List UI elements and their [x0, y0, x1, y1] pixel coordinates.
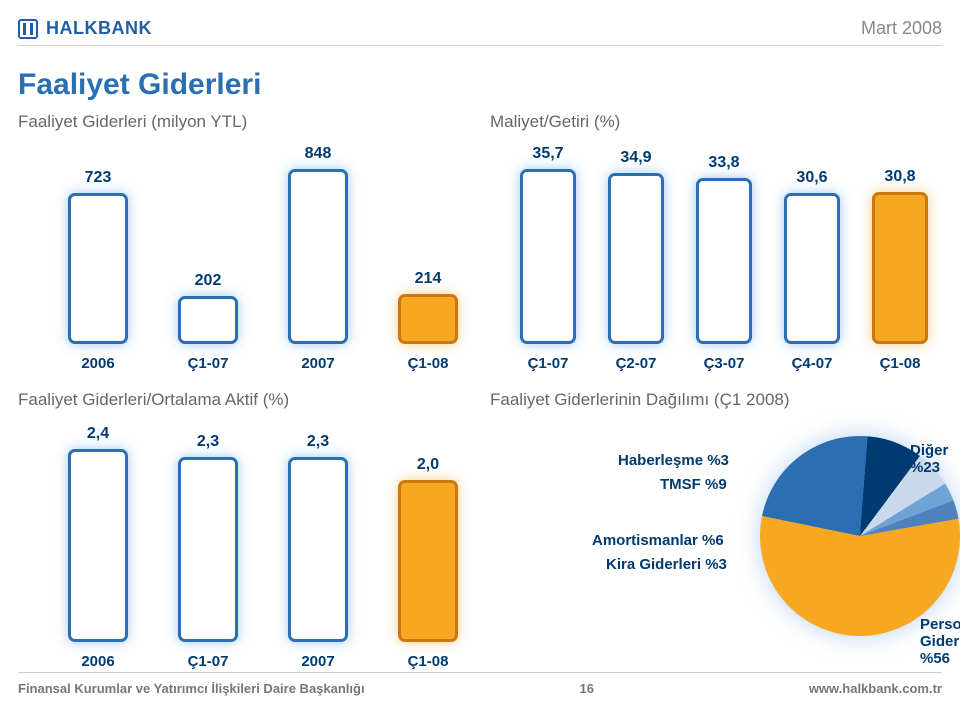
chart-area: 35,7 34,9 33,8 30,6 30,8 Ç1-07 Ç2-07 Ç3-07 Ç4-07…: [490, 138, 942, 372]
bar-value: 2,3: [197, 433, 219, 451]
chart-expenses-mytl: Faaliyet Giderleri (milyon YTL) 723 202 84…: [18, 112, 470, 372]
date-label: Mart 2008: [861, 18, 942, 39]
bar: [784, 193, 840, 344]
header: HALKBANK Mart 2008: [18, 18, 942, 39]
chart-title: Faaliyet Giderleri (milyon YTL): [18, 112, 470, 132]
x-label: Ç1-07: [188, 355, 229, 372]
chart-area: PersonelGiderleri %56Diğer %23TMSF %9Amo…: [490, 416, 942, 670]
bar-wrap: 30,6: [784, 169, 840, 344]
bar-value: 2,0: [417, 456, 439, 474]
bar-wrap: 2,0: [398, 456, 458, 642]
bar: [68, 193, 128, 344]
x-label: Ç2-07: [616, 355, 657, 372]
page-title: Faaliyet Giderleri: [18, 68, 942, 102]
logo-icon: [18, 19, 38, 39]
bar: [520, 169, 576, 344]
bar: [288, 457, 348, 642]
bar: [696, 178, 752, 344]
brand-logo: HALKBANK: [18, 18, 152, 39]
footer-right: www.halkbank.com.tr: [809, 681, 942, 696]
x-label: 2007: [301, 355, 334, 372]
x-label: Ç4-07: [792, 355, 833, 372]
footer: Finansal Kurumlar ve Yatırımcı İlişkiler…: [18, 672, 942, 696]
bar: [608, 173, 664, 344]
chart-cost-income: Maliyet/Getiri (%) 35,7 34,9 33,8 30,6 30,8 Ç…: [490, 112, 942, 372]
bar: [178, 296, 238, 344]
bar-wrap: 2,4: [68, 425, 128, 642]
pie-block: PersonelGiderleri %56Diğer %23TMSF %9Amo…: [490, 416, 942, 670]
pie-slice-label: PersonelGiderleri %56: [920, 616, 960, 667]
x-label: Ç1-08: [408, 653, 449, 670]
x-label: Ç3-07: [704, 355, 745, 372]
divider: [18, 45, 942, 46]
bar-wrap: 848: [288, 145, 348, 344]
bar-value: 723: [85, 169, 112, 187]
bar-wrap: 2,3: [178, 433, 238, 642]
bar: [68, 449, 128, 642]
bar-wrap: 34,9: [608, 149, 664, 344]
pie-slice-label: TMSF %9: [660, 476, 727, 493]
bar-wrap: 723: [68, 169, 128, 344]
bar-value: 214: [415, 270, 442, 288]
x-label: 2006: [81, 653, 114, 670]
bar: [398, 294, 458, 344]
chart-title: Maliyet/Getiri (%): [490, 112, 942, 132]
bar: [872, 192, 928, 344]
bar-wrap: 35,7: [520, 145, 576, 344]
chart-title: Faaliyet Giderlerinin Dağılımı (Ç1 2008): [490, 390, 942, 410]
bar: [288, 169, 348, 344]
chart-area: 723 202 848 214 2006 Ç1-07 2007 Ç1-08: [18, 138, 470, 372]
bar-value: 30,8: [884, 168, 915, 186]
x-label: Ç1-07: [528, 355, 569, 372]
x-label: 2007: [301, 653, 334, 670]
charts-grid: Faaliyet Giderleri (milyon YTL) 723 202 84…: [18, 112, 942, 670]
bar-wrap: 202: [178, 272, 238, 344]
bar-value: 2,4: [87, 425, 109, 443]
bar-value: 33,8: [708, 154, 739, 172]
x-label: Ç1-08: [408, 355, 449, 372]
pie-slice-label: Kira Giderleri %3: [606, 556, 727, 573]
page: HALKBANK Mart 2008 Faaliyet Giderleri Fa…: [0, 0, 960, 708]
x-label: Ç1-07: [188, 653, 229, 670]
bar-value: 34,9: [620, 149, 651, 167]
footer-page: 16: [579, 681, 593, 696]
footer-left: Finansal Kurumlar ve Yatırımcı İlişkiler…: [18, 681, 365, 696]
bar-wrap: 2,3: [288, 433, 348, 642]
pie-slice-label: Haberleşme %3: [618, 452, 729, 469]
bar-wrap: 30,8: [872, 168, 928, 344]
bar-value: 35,7: [532, 145, 563, 163]
x-label: Ç1-08: [880, 355, 921, 372]
brand-name: HALKBANK: [46, 18, 152, 39]
pie-slice-label: Amortismanlar %6: [592, 532, 724, 549]
bar-value: 2,3: [307, 433, 329, 451]
bar: [398, 480, 458, 642]
chart-expense-breakdown-pie: Faaliyet Giderlerinin Dağılımı (Ç1 2008)…: [490, 390, 942, 670]
bar-wrap: 214: [398, 270, 458, 344]
bar-value: 202: [195, 272, 222, 290]
bar-wrap: 33,8: [696, 154, 752, 344]
chart-expenses-over-assets: Faaliyet Giderleri/Ortalama Aktif (%) 2,…: [18, 390, 470, 670]
chart-area: 2,4 2,3 2,3 2,0 2006 Ç1-07 2007 Ç1-08: [18, 416, 470, 670]
pie-slice-label: Diğer %23: [910, 442, 948, 476]
chart-title: Faaliyet Giderleri/Ortalama Aktif (%): [18, 390, 470, 410]
bar: [178, 457, 238, 642]
x-label: 2006: [81, 355, 114, 372]
bar-value: 30,6: [796, 169, 827, 187]
bar-value: 848: [305, 145, 332, 163]
